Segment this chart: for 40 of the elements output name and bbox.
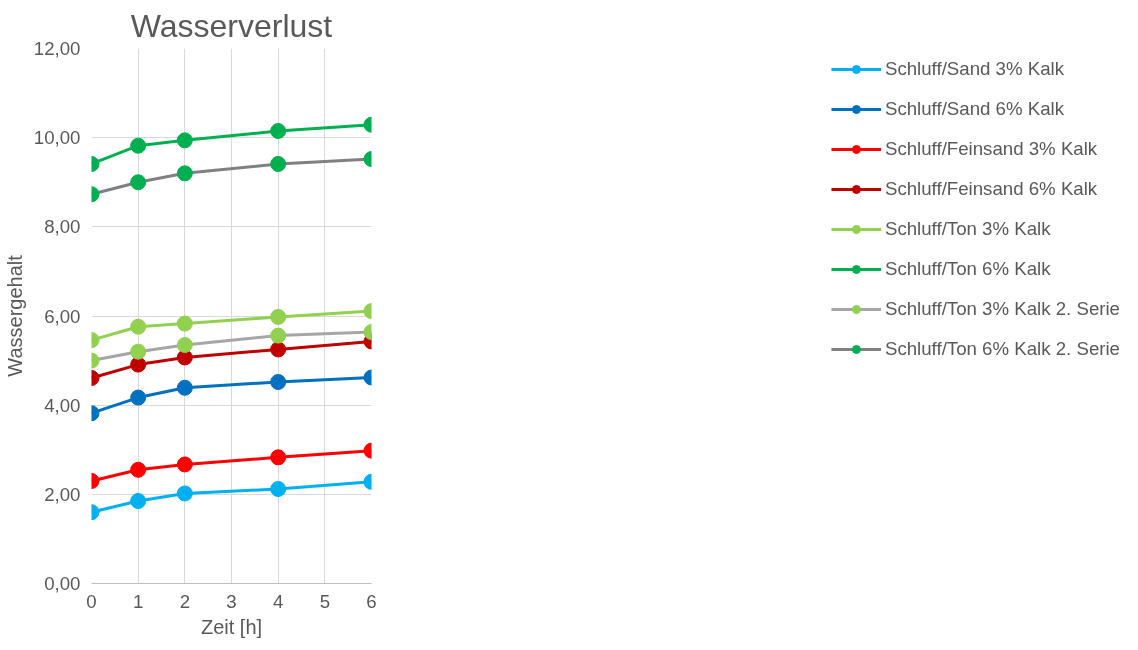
point bbox=[130, 461, 147, 478]
legend-label: Schluff/Feinsand 6% Kalk bbox=[884, 178, 1098, 200]
x-tick-label: 4 bbox=[272, 590, 284, 612]
y-tick-label: 2,00 bbox=[44, 483, 81, 505]
point bbox=[176, 165, 193, 182]
x-tick-label: 0 bbox=[86, 590, 97, 612]
point bbox=[130, 174, 147, 191]
y-tick-label: 8,00 bbox=[44, 216, 81, 238]
point bbox=[176, 379, 193, 396]
x-tick-label: 1 bbox=[132, 590, 144, 612]
legend-label: Schluff/Ton 3% Kalk 2. Serie bbox=[884, 298, 1120, 320]
y-tick-label: 10,00 bbox=[33, 127, 81, 149]
y-tick-label: 0,00 bbox=[44, 573, 81, 594]
point bbox=[130, 137, 147, 154]
point bbox=[176, 132, 193, 149]
y-tick-label: 4,00 bbox=[44, 394, 81, 416]
chart-title: Wasserverlust bbox=[130, 7, 333, 44]
point bbox=[130, 493, 147, 510]
x-tick-label: 3 bbox=[226, 590, 237, 612]
legend-label: Schluff/Ton 6% Kalk bbox=[884, 258, 1051, 280]
point bbox=[130, 389, 147, 406]
x-tick-label: 2 bbox=[179, 590, 191, 612]
x-axis-title: Zeit [h] bbox=[200, 615, 263, 638]
legend-label: Schluff/Ton 6% Kalk 2. Serie bbox=[884, 338, 1120, 360]
y-axis-title: Wassergehalt bbox=[3, 254, 26, 377]
y-tick-label: 12,00 bbox=[33, 38, 81, 59]
y-tick-label: 6,00 bbox=[44, 305, 81, 327]
point bbox=[176, 456, 193, 473]
legend-label: Schluff/Sand 3% Kalk bbox=[884, 58, 1065, 80]
point bbox=[130, 343, 147, 360]
x-tick-label: 6 bbox=[366, 590, 377, 612]
point bbox=[130, 356, 147, 373]
legend-label: Schluff/Sand 6% Kalk bbox=[884, 98, 1065, 120]
x-tick-label: 5 bbox=[319, 590, 331, 612]
point bbox=[130, 318, 147, 335]
legend-label: Schluff/Ton 3% Kalk bbox=[884, 218, 1051, 240]
point bbox=[176, 485, 193, 502]
point bbox=[176, 336, 193, 353]
point bbox=[176, 315, 193, 332]
legend-label: Schluff/Feinsand 3% Kalk bbox=[884, 138, 1098, 160]
